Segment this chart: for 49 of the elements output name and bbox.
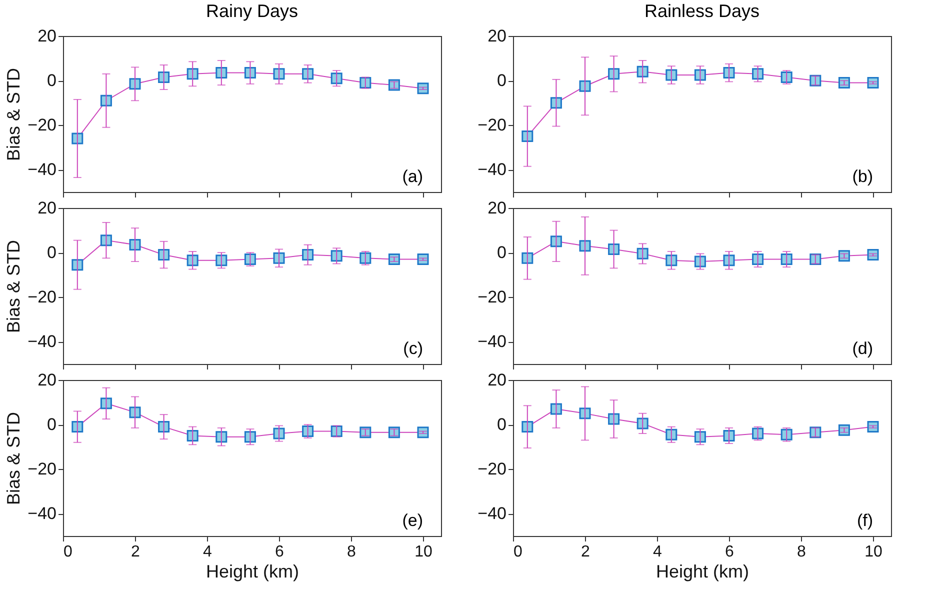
- y-tick-label: 0: [497, 71, 506, 90]
- y-tick-label: 0: [497, 415, 506, 434]
- y-tick-label: 20: [38, 198, 56, 218]
- x-tick-label: 0: [514, 544, 522, 560]
- y-tick-label: 20: [38, 26, 56, 46]
- x-tick-label: 6: [275, 544, 284, 560]
- x-tick-label: 10: [864, 544, 882, 560]
- y-tick-label: 0: [47, 71, 56, 90]
- y-tick-label: −20: [28, 288, 56, 307]
- x-axis-title: Height (km): [656, 562, 750, 582]
- y-axis-title: Bias & STD: [4, 412, 24, 506]
- chart-title: Rainless Days: [644, 1, 760, 21]
- x-tick-label: 0: [64, 544, 72, 560]
- x-tick-label: 8: [347, 544, 356, 560]
- y-tick-label: 20: [38, 370, 56, 390]
- y-tick-label: −40: [28, 160, 56, 180]
- y-tick-label: 0: [497, 243, 506, 262]
- x-tick-label: 4: [653, 544, 662, 560]
- x-tick-label: 2: [131, 544, 140, 560]
- y-tick-label: −40: [478, 160, 506, 180]
- x-tick-label: 2: [581, 544, 590, 560]
- y-tick-label: 20: [488, 370, 506, 390]
- x-tick-label: 6: [725, 544, 734, 560]
- y-tick-label: −40: [28, 332, 56, 352]
- y-tick-label: −20: [478, 116, 506, 135]
- x-tick-label: 10: [414, 544, 432, 560]
- annotation: (d): [852, 339, 873, 358]
- y-axis-title: Bias & STD: [4, 240, 24, 334]
- y-tick-label: −40: [478, 332, 506, 352]
- annotation: (c): [403, 339, 423, 358]
- y-tick-label: −20: [478, 460, 506, 479]
- y-tick-label: −40: [28, 504, 56, 524]
- y-tick-label: −40: [478, 504, 506, 524]
- annotation: (a): [402, 167, 423, 186]
- y-tick-label: 20: [488, 198, 506, 218]
- chart-title: Rainy Days: [206, 1, 298, 21]
- y-tick-label: −20: [28, 116, 56, 135]
- x-tick-label: 8: [797, 544, 806, 560]
- x-axis-title: Height (km): [206, 562, 300, 582]
- annotation: (f): [856, 511, 873, 530]
- y-axis-title: Bias & STD: [4, 68, 24, 162]
- y-tick-label: 0: [47, 243, 56, 262]
- annotation: (b): [852, 167, 873, 186]
- y-tick-label: −20: [28, 460, 56, 479]
- x-tick-label: 4: [203, 544, 212, 560]
- y-tick-label: 20: [488, 26, 506, 46]
- y-tick-label: 0: [47, 415, 56, 434]
- annotation: (e): [402, 511, 423, 530]
- y-tick-label: −20: [478, 288, 506, 307]
